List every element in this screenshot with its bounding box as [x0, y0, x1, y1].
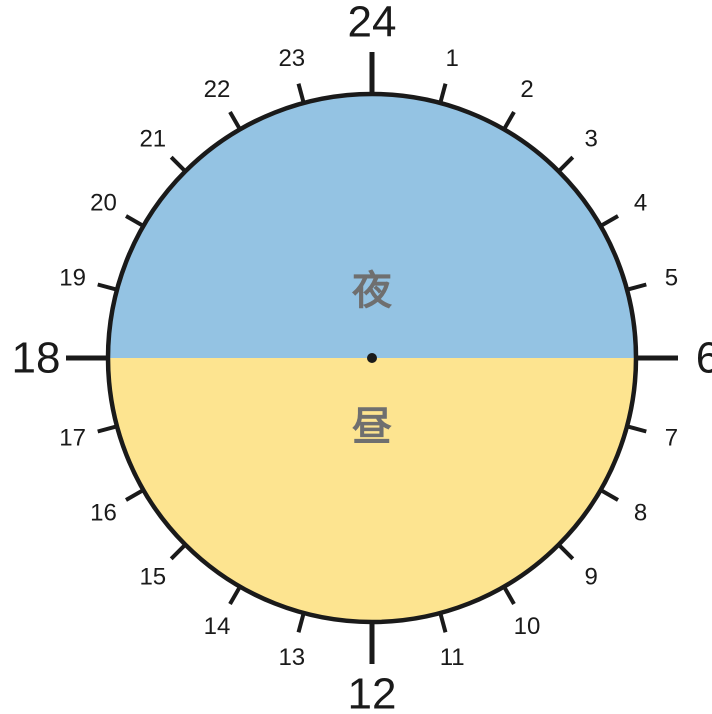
hour-label-11: 11	[440, 644, 465, 671]
tick-2	[502, 111, 516, 131]
hour-label-6: 6	[696, 334, 712, 383]
tick-11	[438, 612, 448, 633]
tick-20	[125, 214, 145, 228]
tick-14	[228, 585, 242, 605]
hour-label-3: 3	[585, 125, 598, 152]
tick-7	[626, 424, 647, 434]
hour-label-21: 21	[139, 125, 166, 152]
hour-label-15: 15	[139, 564, 166, 591]
hour-label-18: 18	[12, 334, 61, 383]
tick-9	[557, 543, 575, 561]
hour-label-16: 16	[90, 500, 117, 527]
tick-23	[296, 83, 306, 104]
tick-15	[169, 543, 187, 561]
hour-label-14: 14	[204, 613, 231, 640]
tick-5	[626, 282, 647, 292]
hour-label-24: 24	[348, 0, 397, 47]
hour-label-20: 20	[90, 190, 117, 217]
hour-label-10: 10	[514, 613, 541, 640]
tick-17	[97, 424, 118, 434]
hour-label-9: 9	[585, 564, 598, 591]
tick-19	[97, 282, 118, 292]
tick-4	[599, 214, 619, 228]
tick-13	[296, 612, 306, 633]
tick-16	[125, 488, 145, 502]
hour-label-8: 8	[634, 500, 647, 527]
hour-label-4: 4	[634, 190, 647, 217]
hour-label-23: 23	[278, 45, 305, 72]
night-label: 夜	[351, 268, 393, 314]
night-half	[108, 94, 636, 358]
hour-ticks	[66, 52, 678, 664]
day-label: 昼	[352, 404, 392, 450]
tick-3	[557, 155, 575, 173]
hour-label-13: 13	[278, 644, 305, 671]
tick-1	[438, 83, 448, 104]
tick-21	[169, 155, 187, 173]
hour-label-1: 1	[446, 45, 459, 72]
center-dot	[367, 353, 377, 363]
hour-label-19: 19	[59, 264, 86, 291]
hour-label-2: 2	[520, 76, 533, 103]
hour-label-22: 22	[204, 76, 231, 103]
hour-label-5: 5	[665, 264, 678, 291]
day-half	[108, 358, 636, 622]
tick-10	[502, 585, 516, 605]
tick-22	[228, 111, 242, 131]
tick-8	[599, 488, 619, 502]
hour-label-12: 12	[348, 670, 397, 714]
hour-label-7: 7	[665, 425, 678, 452]
hour-label-17: 17	[59, 425, 86, 452]
